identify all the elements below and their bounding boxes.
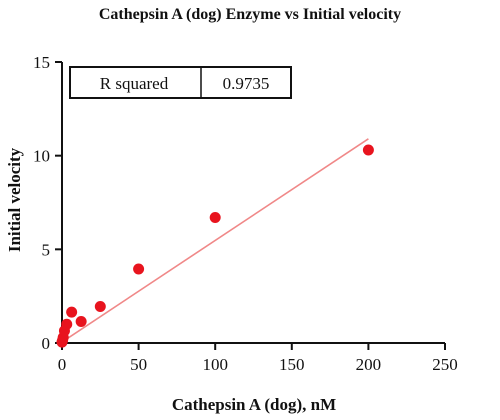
data-point xyxy=(75,315,87,327)
data-point xyxy=(66,306,78,318)
x-tick-label: 0 xyxy=(58,355,67,374)
y-tick-label: 5 xyxy=(42,240,51,259)
stats-table-label: R squared xyxy=(100,74,169,93)
data-point xyxy=(61,318,73,330)
x-tick-label: 100 xyxy=(202,355,228,374)
fit-line xyxy=(61,138,369,343)
chart-title: Cathepsin A (dog) Enzyme vs Initial velo… xyxy=(98,6,402,23)
stats-table-border xyxy=(69,66,292,99)
data-point xyxy=(133,263,145,275)
x-tick-label: 250 xyxy=(432,355,458,374)
data-point xyxy=(94,300,106,312)
x-tick-label: 200 xyxy=(356,355,382,374)
axes xyxy=(61,62,445,344)
y-tick-label: 10 xyxy=(33,147,50,166)
fit-line-group xyxy=(61,138,369,343)
y-tick-label: 15 xyxy=(33,53,50,72)
data-points xyxy=(56,144,374,348)
stats-table: R squared 0.9735 xyxy=(69,66,292,99)
y-axis-label: Initial velocity xyxy=(5,147,24,252)
x-tick-label: 150 xyxy=(279,355,305,374)
x-axis-label: Cathepsin A (dog), nM xyxy=(172,395,336,414)
data-point xyxy=(209,211,221,223)
y-tick-label: 0 xyxy=(42,334,51,353)
stats-table-value: 0.9735 xyxy=(223,74,270,93)
data-point xyxy=(362,144,374,156)
x-tick-label: 50 xyxy=(130,355,147,374)
